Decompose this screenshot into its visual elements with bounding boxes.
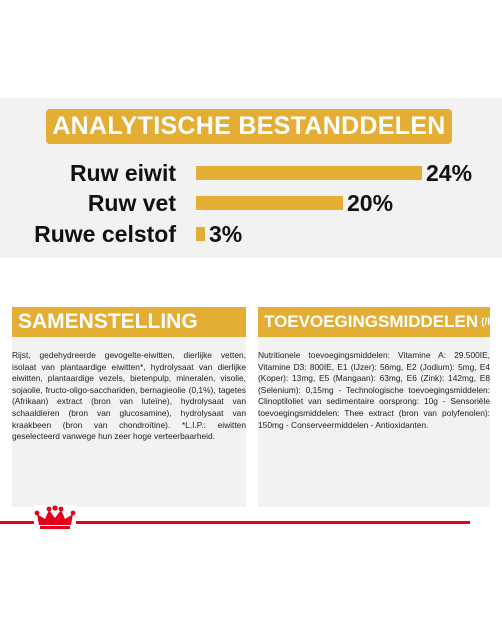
additives-text: Nutritionele toevoegingsmiddelen: Vitami… bbox=[258, 350, 490, 430]
analytic-title-bar: ANALYTISCHE BESTANDDELEN bbox=[46, 109, 452, 144]
analytic-label: Ruw eiwit bbox=[69, 160, 176, 186]
additives-title: TOEVOEGINGSMIDDELEN bbox=[264, 312, 479, 331]
analytic-value: 20% bbox=[347, 190, 394, 216]
analytic-label: Ruw vet bbox=[87, 190, 176, 216]
analytic-row-fat: Ruw vet 20% bbox=[0, 190, 502, 216]
composition-title-bar: SAMENSTELLING bbox=[12, 307, 246, 337]
composition-title: SAMENSTELLING bbox=[18, 310, 198, 333]
analytic-bar bbox=[196, 166, 422, 180]
analytic-bar bbox=[196, 196, 343, 210]
analytic-row-fibre: Ruwe celstof 3% bbox=[0, 221, 502, 247]
additives-title-bar: TOEVOEGINGSMIDDELEN (/kg) bbox=[258, 307, 502, 337]
analytic-label: Ruwe celstof bbox=[34, 221, 176, 247]
analytic-title: ANALYTISCHE BESTANDDELEN bbox=[52, 112, 446, 140]
royal-crown-icon bbox=[34, 505, 76, 531]
analytic-value: 24% bbox=[426, 160, 473, 186]
analytic-value: 3% bbox=[209, 221, 243, 247]
composition-text: Rijst, gedehydreerde gevogelte-eiwitten,… bbox=[12, 350, 246, 442]
analytic-row-protein: Ruw eiwit 24% bbox=[0, 160, 502, 186]
additives-section: TOEVOEGINGSMIDDELEN (/kg) Nutritionele t… bbox=[258, 307, 502, 507]
brand-red-line bbox=[0, 521, 470, 524]
additives-unit: (/kg) bbox=[481, 316, 502, 328]
analytic-bar bbox=[196, 227, 205, 241]
composition-section: SAMENSTELLING Rijst, gedehydreerde gevog… bbox=[12, 307, 246, 507]
